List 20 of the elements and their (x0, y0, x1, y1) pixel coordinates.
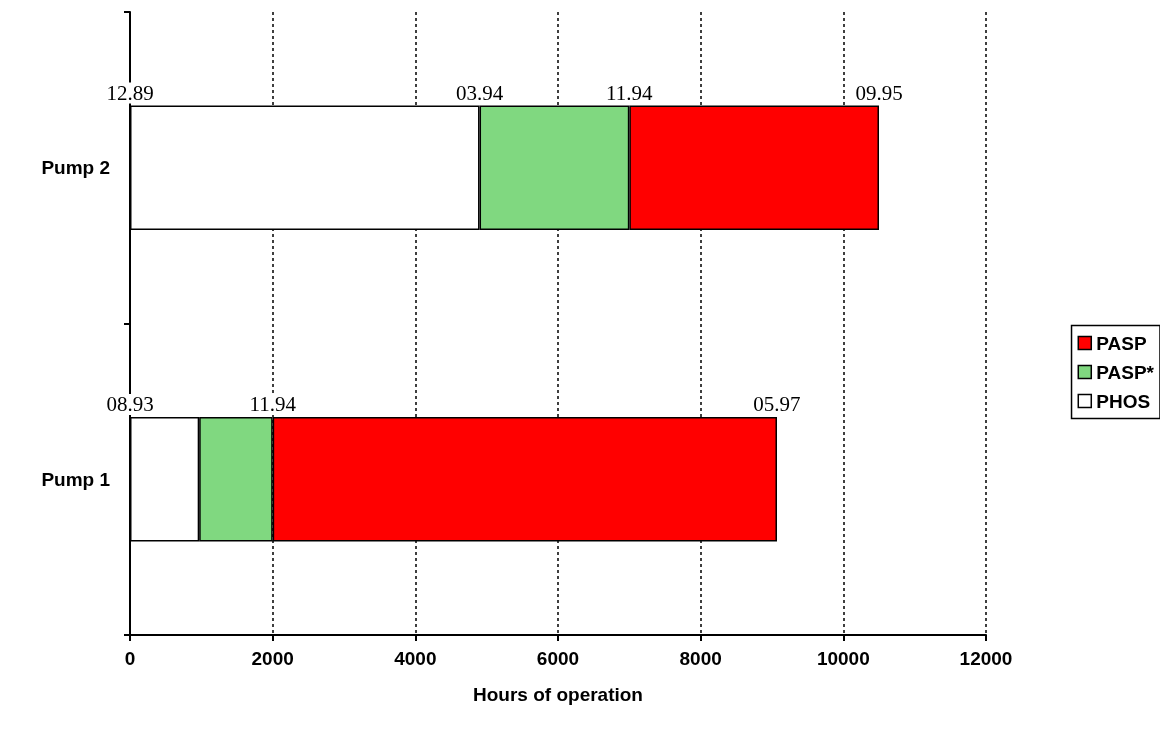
annotation: 11.94 (606, 80, 654, 105)
x-tick-label: 6000 (536, 648, 580, 669)
annotation: 09.95 (855, 80, 903, 105)
x-tick-label: 12000 (959, 648, 1013, 669)
legend-label: PASP* (1096, 361, 1155, 383)
annotation: 11.94 (249, 392, 297, 417)
legend-label: PASP (1096, 332, 1147, 354)
annotation: 08.93 (106, 392, 154, 417)
annotation: 05.97 (753, 392, 801, 417)
y-tick-label: Pump 1 (41, 468, 111, 490)
legend-label: PHOS (1096, 390, 1151, 412)
x-tick-label: 0 (124, 648, 136, 669)
y-tick-label: Pump 2 (41, 157, 110, 179)
x-tick-label: 10000 (816, 648, 870, 669)
x-axis-title: Hours of operation (473, 684, 643, 705)
x-tick-label: 4000 (394, 648, 437, 669)
annotation: 03.94 (455, 80, 504, 105)
x-tick-label: 8000 (679, 648, 722, 669)
annotation: 12.89 (106, 80, 154, 105)
x-tick-label: 2000 (251, 648, 294, 669)
